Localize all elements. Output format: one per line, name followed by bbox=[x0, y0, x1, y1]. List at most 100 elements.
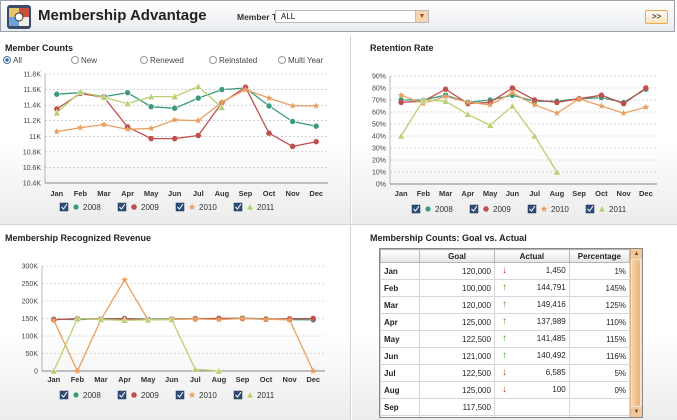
series-point bbox=[598, 102, 605, 109]
series-point bbox=[147, 92, 156, 100]
table-row[interactable]: Aug 125,000 ↓ 100 0% bbox=[380, 381, 631, 399]
table-row[interactable]: Jan 120,000 ↓ 1,450 1% bbox=[380, 262, 631, 280]
legend-item[interactable]: 2010 bbox=[175, 390, 217, 400]
radio-label: New bbox=[81, 56, 98, 65]
arrow-down-icon: ↓ bbox=[501, 367, 507, 378]
actual-cell-value: 137,989 bbox=[536, 317, 566, 326]
legend-item[interactable]: 2010 bbox=[175, 202, 217, 212]
goal-cell: 122,500 bbox=[419, 364, 495, 382]
series-point bbox=[218, 86, 226, 93]
series-point bbox=[131, 392, 137, 398]
scrollbar-thumb[interactable] bbox=[632, 260, 640, 406]
legend-label: 2010 bbox=[551, 205, 569, 214]
checkmark-icon bbox=[529, 205, 536, 212]
series-point bbox=[246, 202, 254, 211]
y-tick-label: 250K bbox=[22, 281, 39, 288]
table-row[interactable]: Jun 121,000 ↑ 140,492 116% bbox=[380, 347, 631, 365]
checkbox-icon bbox=[469, 204, 479, 214]
y-tick-label: 80% bbox=[372, 86, 386, 93]
percentage-cell bbox=[568, 398, 631, 416]
x-tick-label: Mar bbox=[439, 189, 452, 198]
month-cell-value: Aug bbox=[384, 385, 400, 395]
actual-cell: ↑ 144,791 bbox=[493, 279, 570, 297]
y-tick-label: 300K bbox=[22, 264, 39, 271]
checkmark-icon bbox=[61, 203, 68, 210]
legend-item[interactable]: 2011 bbox=[233, 202, 275, 212]
legend-item[interactable]: 2008 bbox=[59, 202, 101, 212]
table-row[interactable]: Oct115,000 bbox=[380, 415, 631, 417]
radio-button-icon[interactable] bbox=[71, 56, 79, 64]
month-cell: Jul bbox=[380, 364, 421, 382]
series-point bbox=[265, 102, 273, 110]
x-tick-label: Aug bbox=[550, 189, 565, 198]
series-point bbox=[188, 203, 196, 210]
month-cell: Jan bbox=[380, 262, 421, 280]
percentage-cell: 115% bbox=[568, 330, 631, 348]
series-point bbox=[72, 203, 80, 211]
series-point bbox=[398, 99, 405, 105]
table-row[interactable]: Apr 125,000 ↑ 137,989 110% bbox=[380, 313, 631, 331]
legend-item[interactable]: 2011 bbox=[233, 390, 275, 400]
series-point bbox=[121, 276, 128, 283]
percentage-cell-value: 145% bbox=[605, 283, 626, 293]
legend-item[interactable]: 2009 bbox=[117, 390, 159, 400]
percentage-cell-value: 1% bbox=[614, 266, 626, 276]
actual-cell-value: 100 bbox=[552, 385, 566, 394]
radio-renewed[interactable]: Renewed bbox=[140, 56, 184, 65]
radio-reinstated[interactable]: Reinstated bbox=[209, 56, 257, 65]
table-row[interactable]: Sep 117,500 bbox=[380, 398, 631, 416]
legend-label: 2009 bbox=[141, 203, 159, 212]
table-row[interactable]: May 122,500 ↑ 141,485 115% bbox=[380, 330, 631, 348]
legend-item[interactable]: 2011 bbox=[585, 204, 627, 214]
goal-table-container[interactable]: Goal Actual Percentage Jan 120,000 ↓ 1,450 1… bbox=[379, 248, 643, 418]
column-header-percentage[interactable]: Percentage bbox=[568, 249, 631, 263]
month-cell-value: Jan bbox=[384, 266, 398, 276]
legend-item[interactable]: 2010 bbox=[527, 204, 569, 214]
checkbox-icon bbox=[117, 390, 127, 400]
x-tick-label: Feb bbox=[71, 375, 85, 384]
chevron-down-icon[interactable]: ▼ bbox=[415, 11, 428, 22]
legend-item[interactable]: 2009 bbox=[469, 204, 511, 214]
checkbox-icon bbox=[175, 202, 185, 212]
checkmark-icon bbox=[587, 205, 594, 212]
radio-all[interactable]: All bbox=[3, 56, 22, 65]
scroll-down-icon[interactable]: ▼ bbox=[631, 407, 642, 417]
series-point bbox=[49, 366, 58, 375]
radio-button-icon[interactable] bbox=[3, 56, 11, 64]
radio-multi-year[interactable]: Multi Year bbox=[278, 56, 323, 65]
member-type-select[interactable]: ALL ▼ bbox=[275, 10, 429, 23]
series-point bbox=[131, 204, 137, 210]
legend-item[interactable]: 2008 bbox=[59, 390, 101, 400]
table-row[interactable]: Jul 122,500 ↓ 6,585 5% bbox=[380, 364, 631, 382]
scroll-up-icon[interactable]: ▲ bbox=[631, 249, 642, 259]
series-point bbox=[170, 92, 179, 100]
series-point bbox=[442, 92, 449, 100]
table-row[interactable]: Mar 120,000 ↑ 149,416 125% bbox=[380, 296, 631, 314]
x-tick-label: Oct bbox=[260, 375, 273, 384]
radio-button-icon[interactable] bbox=[209, 56, 217, 64]
series-point bbox=[509, 89, 516, 96]
radio-button-icon[interactable] bbox=[140, 56, 148, 64]
series-point bbox=[397, 131, 406, 140]
radio-button-icon[interactable] bbox=[278, 56, 286, 64]
legend-item[interactable]: 2009 bbox=[117, 202, 159, 212]
series-point bbox=[147, 124, 155, 132]
series-point bbox=[171, 104, 179, 112]
month-cell: Apr bbox=[380, 313, 421, 331]
series-point bbox=[218, 98, 226, 105]
series-point bbox=[424, 205, 432, 213]
column-header-goal[interactable]: Goal bbox=[419, 249, 495, 263]
checkmark-icon bbox=[471, 205, 478, 212]
radio-new[interactable]: New bbox=[71, 56, 97, 65]
column-header-actual[interactable]: Actual bbox=[493, 249, 570, 263]
expand-button[interactable]: >> bbox=[645, 10, 668, 24]
y-tick-label: 40% bbox=[372, 134, 386, 141]
legend-item[interactable]: 2008 bbox=[411, 204, 453, 214]
series-point bbox=[100, 93, 108, 101]
percentage-cell-value: 0% bbox=[614, 385, 626, 395]
table-scrollbar[interactable]: ▲ ▼ bbox=[630, 249, 642, 417]
table-row[interactable]: Feb 100,000 ↑ 144,791 145% bbox=[380, 279, 631, 297]
column-header[interactable] bbox=[380, 249, 421, 263]
goal-cell-value: 121,000 bbox=[462, 351, 491, 361]
series-point bbox=[195, 132, 202, 139]
